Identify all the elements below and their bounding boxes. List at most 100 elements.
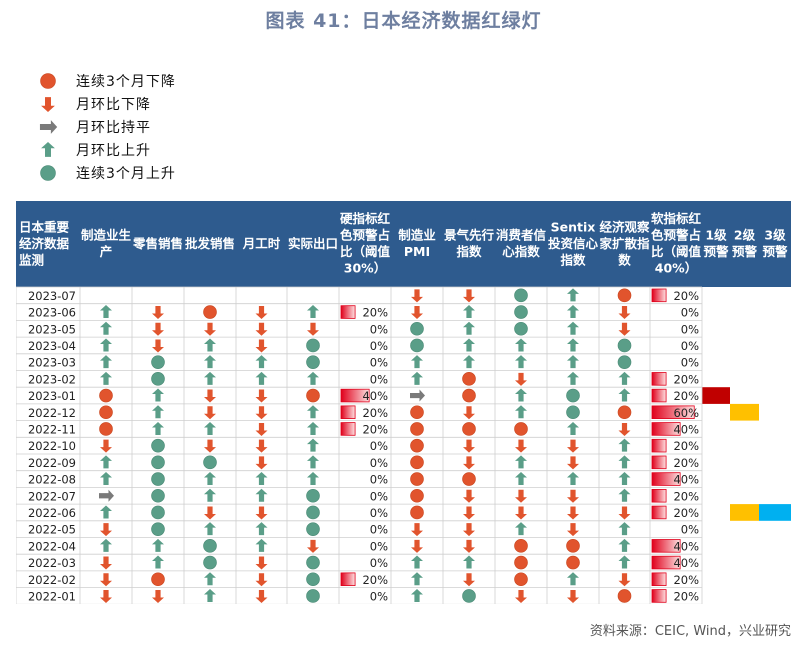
indicator-icon [255,439,268,453]
table-row: 2022-10 0% 20% [28,438,699,453]
indicator-icon [255,506,268,520]
indicator-icon [255,306,268,320]
row-date: 2023-03 [28,356,76,370]
hard-share-label: 0% [370,523,388,537]
soft-share-label: 0% [681,356,699,370]
indicator-icon [306,522,320,536]
indicator-icon [99,405,113,420]
indicator-icon [100,305,112,319]
indicator-icon [204,355,216,369]
soft-share-bar [651,488,667,503]
soft-share-bar [651,539,681,553]
gray-right-arrow-icon [39,120,58,134]
indicator-icon [410,338,424,353]
indicator-icon [463,555,475,569]
indicator-icon [514,305,528,319]
indicator-icon [306,488,320,503]
row-date: 2022-01 [28,589,76,603]
alert-header-background [702,201,791,287]
indicator-icon [514,555,528,570]
table-row: 2023-07 20% [28,288,699,303]
green-up-arrow-icon [41,141,55,157]
soft-share-label: 20% [673,456,699,470]
table-row: 2022-05 0% 0% [28,522,699,537]
row-date: 2022-03 [28,556,76,570]
indicator-icon [152,322,164,336]
indicator-icon [463,506,475,520]
table-row: 2022-07 0% 20% [28,488,699,503]
indicator-icon [514,422,528,436]
hard-share-label: 0% [370,356,388,370]
soft-share-label: 40% [673,539,699,553]
column-header: 消费者信心指数 [496,228,547,260]
table-row: 2022-09 0% 20% [28,455,699,470]
indicator-icon [307,438,319,452]
indicator-icon [411,523,423,537]
indicator-icon [99,388,113,403]
indicator-icon [617,589,632,603]
indicator-icon [204,406,216,420]
row-date: 2023-07 [28,289,76,303]
indicator-icon [567,371,579,385]
row-date: 2023-02 [28,372,76,386]
hard-share-label: 0% [370,439,388,453]
indicator-icon [203,555,217,570]
soft-share-label: 20% [673,289,699,303]
row-date: 2022-10 [28,439,76,453]
indicator-icon [306,355,320,369]
indicator-icon [618,371,631,385]
indicator-icon [100,589,112,603]
soft-share-label: 20% [673,439,699,453]
row-date: 2022-05 [28,523,76,537]
indicator-icon [306,338,320,353]
indicator-icon [515,455,527,469]
column-header: 软指标红色预警占比（阈值 40%） [651,211,702,276]
indicator-icon [255,371,268,385]
hard-share-label: 0% [370,506,388,520]
red-circle-icon [40,73,56,89]
legend-label: 月环比持平 [76,120,151,136]
indicator-icon [306,388,320,403]
indicator-icon [203,305,217,319]
table-row: 2022-01 0% 20% [28,588,699,603]
soft-share-label: 40% [673,473,699,487]
indicator-icon [567,288,579,302]
hard-share-label: 20% [362,306,388,320]
column-header: Sentix 投资信心指数 [548,219,599,267]
indicator-icon [618,522,631,536]
hard-share-label: 0% [370,372,388,386]
indicator-icon [100,455,112,469]
row-date: 2023-05 [28,322,76,336]
indicator-icon [515,589,527,603]
indicator-icon [152,555,164,569]
hard-share-bar [340,388,370,403]
indicator-icon [463,338,475,352]
table-row: 2023-01 40% 20% [28,387,730,404]
table-row: 2022-06 0% 20% [28,504,791,521]
indicator-icon [152,339,164,353]
indicator-icon [151,505,165,520]
legend-item: 月环比上升 [38,139,151,161]
indicator-icon [567,472,579,486]
indicator-icon [515,405,527,419]
table-row: 2022-11 20% 40% [28,421,699,436]
indicator-icon [515,522,527,536]
row-date: 2022-07 [28,489,76,503]
column-header: 经济观察家扩散指数 [599,219,650,267]
soft-share-bar [651,455,667,470]
legend-item: 月环比持平 [38,116,151,138]
hard-share-label: 20% [362,422,388,436]
indicator-icon [515,372,527,386]
indicator-icon [567,305,579,319]
indicator-icon [567,456,579,470]
legend-mark [39,120,58,134]
indicator-icon [410,422,424,436]
indicator-icon [307,421,319,435]
indicator-icon [567,506,579,520]
alert-level-3-cell [759,504,791,521]
indicator-icon [100,371,112,385]
indicator-icon [618,573,631,587]
indicator-icon [618,455,631,469]
indicator-icon [307,371,319,385]
table-row: 2022-08 0% 40% [28,472,699,487]
